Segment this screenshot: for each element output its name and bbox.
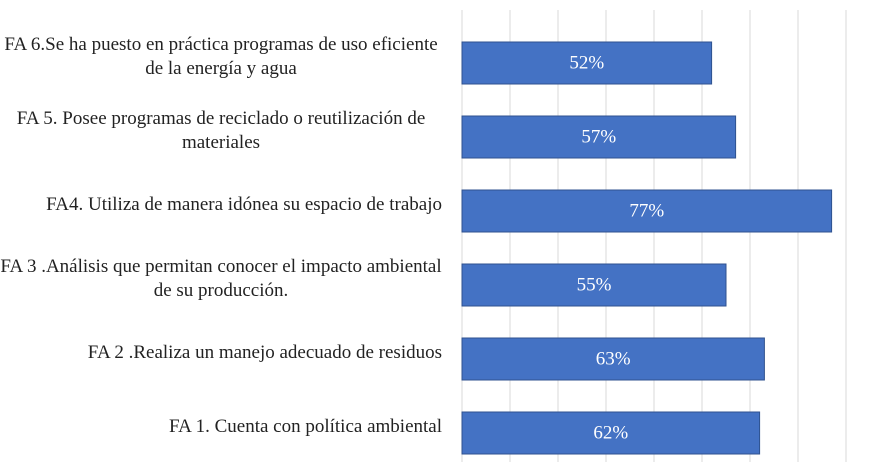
category-label: FA 5. Posee programas de reciclado o reu… [0,107,442,155]
category-text: FA 6.Se ha puesto en práctica programas … [4,34,438,79]
value-label: 57% [581,126,616,147]
bar [461,263,727,307]
bar [461,189,833,233]
bar [461,115,737,159]
category-label: FA 1. Cuenta con política ambiental [0,415,442,439]
category-text: FA 3 .Análisis que permitan conocer el i… [0,256,442,301]
category-label: FA4. Utiliza de manera idónea su espacio… [0,193,442,217]
category-label: FA 2 .Realiza un manejo adecuado de resi… [0,341,442,365]
value-label: 77% [629,200,664,221]
bar [461,41,713,85]
bar [461,411,761,455]
category-text: FA 5. Posee programas de reciclado o reu… [16,108,426,153]
category-text: FA 2 .Realiza un manejo adecuado de resi… [87,342,442,363]
category-text: FA4. Utiliza de manera idónea su espacio… [46,194,442,215]
bar [461,337,765,381]
category-label: FA 6.Se ha puesto en práctica programas … [0,33,442,81]
value-label: 63% [596,348,631,369]
value-label: 55% [577,274,612,295]
value-label: 52% [569,52,604,73]
category-label: FA 3 .Análisis que permitan conocer el i… [0,255,442,303]
value-label: 62% [593,422,628,443]
category-text: FA 1. Cuenta con política ambiental [169,416,442,437]
